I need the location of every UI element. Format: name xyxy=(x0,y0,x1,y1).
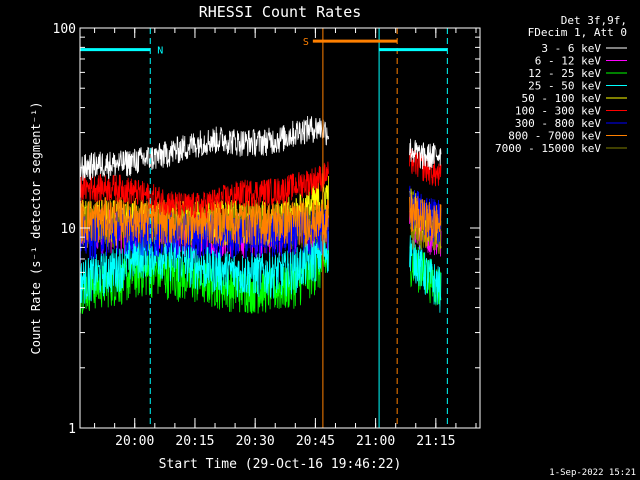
legend-label: 12 - 25 keV xyxy=(528,67,601,80)
legend-label: 25 - 50 keV xyxy=(528,80,601,93)
axes: 1 10 100 20:00 20:15 20:30 20:45 21:00 21:15 xyxy=(53,22,481,449)
x-tick-label: 20:15 xyxy=(175,434,214,449)
series-line-0 xyxy=(79,115,442,181)
legend-label: 3 - 6 keV xyxy=(541,42,601,55)
x-tick-label: 20:00 xyxy=(115,434,154,449)
legend-label: 7000 - 15000 keV xyxy=(495,142,601,155)
footer-timestamp: 1-Sep-2022 15:21 xyxy=(549,468,636,478)
legend-header: Det 3f,9f, xyxy=(561,14,627,27)
x-tick-label: 20:30 xyxy=(236,434,275,449)
plot-area: NS xyxy=(79,28,448,428)
legend-label: 300 - 800 keV xyxy=(515,117,601,130)
y-tick-label: 100 xyxy=(53,22,76,37)
y-tick-label: 10 xyxy=(60,222,76,237)
chart-title: RHESSI Count Rates xyxy=(199,3,362,21)
x-tick-label: 21:15 xyxy=(416,434,455,449)
legend-label: 6 - 12 keV xyxy=(535,55,602,68)
x-axis-label: Start Time (29-Oct-16 19:46:22) xyxy=(159,457,402,472)
legend-label: 800 - 7000 keV xyxy=(508,130,601,143)
legend-label: 100 - 300 keV xyxy=(515,105,601,118)
x-tick-label: 20:45 xyxy=(296,434,335,449)
series-line-3 xyxy=(79,231,442,313)
x-tick-label: 21:00 xyxy=(356,434,395,449)
legend-header: FDecim 1, Att 0 xyxy=(528,26,627,39)
y-axis-label: Count Rate (s⁻¹ detector segment⁻¹) xyxy=(29,102,43,355)
attenuator-label-s: S xyxy=(303,37,309,48)
y-tick-label: 1 xyxy=(68,422,76,437)
legend-label: 50 - 100 keV xyxy=(522,92,602,105)
series-line-7 xyxy=(79,194,442,247)
attenuator-label-n: N xyxy=(157,46,163,57)
